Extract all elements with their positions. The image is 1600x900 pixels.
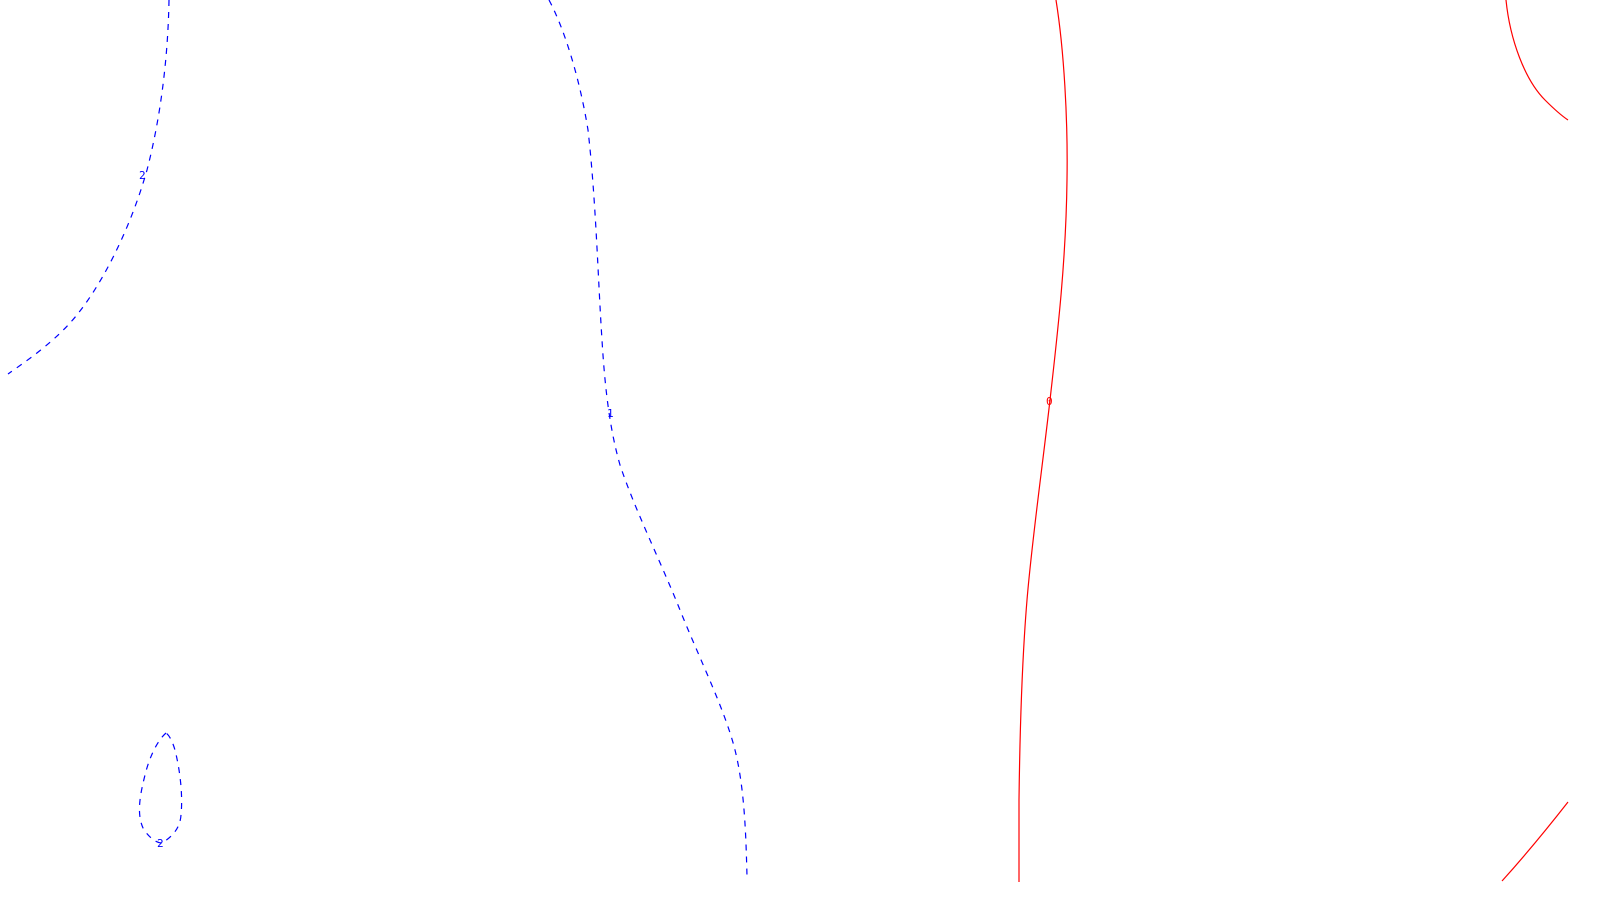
contour-line-right-bottom	[1501, 801, 1569, 882]
contour-label-left-top: 2	[139, 169, 146, 182]
contour-line-left-loop	[138, 732, 183, 844]
contour-label-left-loop: 2	[157, 837, 164, 850]
contour-line-left-top	[7, 0, 170, 375]
contour-label-middle: 1	[607, 407, 614, 420]
contour-line-zero	[1018, 0, 1068, 882]
contour-line-right-top	[1505, 0, 1569, 121]
contour-label-zero: 0	[1046, 395, 1053, 408]
contour-line-middle	[548, 0, 748, 877]
